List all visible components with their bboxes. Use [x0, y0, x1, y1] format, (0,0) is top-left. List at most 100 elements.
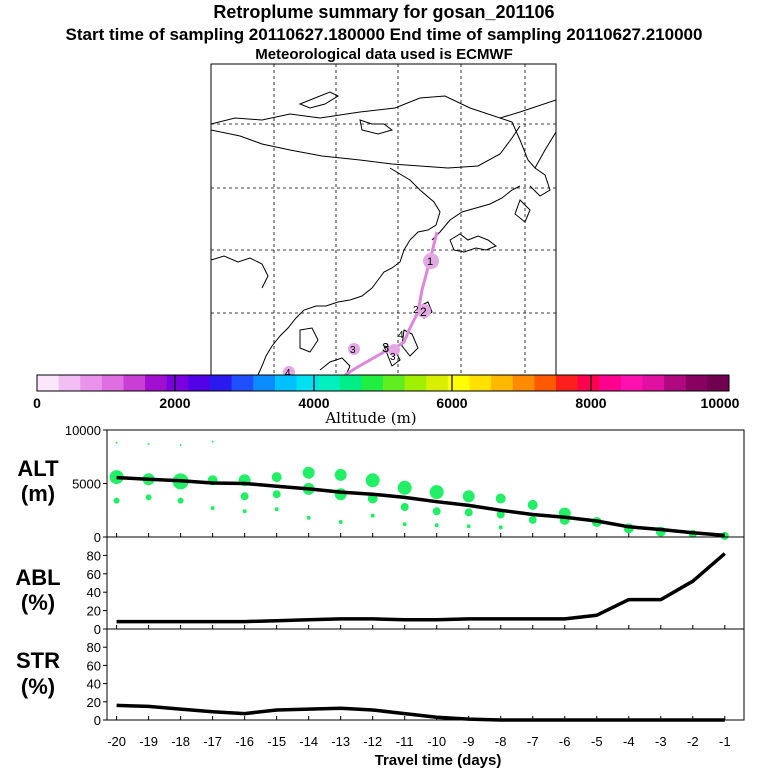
colorbar-swatch [620, 375, 644, 391]
colorbar-frame [36, 374, 730, 392]
plume-point [528, 515, 537, 524]
plume-point [496, 510, 505, 519]
str-panel-label: STR [16, 648, 60, 673]
sampling-times: Start time of sampling 20110627.180000 E… [65, 25, 703, 44]
x-tick-label: -18 [171, 734, 190, 749]
colorbar-swatch [599, 375, 622, 391]
colorbar-swatch [707, 375, 730, 391]
plume-point [495, 493, 506, 504]
plume-point [370, 513, 375, 518]
trajectory-marker [348, 343, 360, 355]
colorbar-swatch [577, 375, 600, 391]
str-panel-unit: (%) [21, 674, 55, 699]
x-tick-label: -6 [559, 734, 571, 749]
x-tick-label: -20 [107, 734, 126, 749]
colorbar-swatch [123, 375, 146, 391]
trajectory-day-label: 1 [427, 256, 433, 268]
colorbar-swatch [210, 375, 233, 391]
x-tick-label: -11 [396, 734, 414, 749]
plume-point [432, 507, 441, 516]
colorbar-swatch [339, 375, 362, 391]
colorbar-swatch [685, 375, 708, 391]
colorbar-tick-label: 4000 [298, 395, 329, 411]
x-tick-label: -16 [235, 734, 254, 749]
x-tick-label: -19 [139, 734, 158, 749]
plume-point [179, 444, 182, 446]
y-tick-label: 60 [87, 658, 101, 673]
colorbar-tick-label: 8000 [575, 395, 606, 411]
colorbar-tick-label: 2000 [159, 395, 190, 411]
plume-point [334, 468, 347, 481]
x-axis-title: Travel time (days) [375, 752, 502, 768]
series-line-abl [116, 552, 726, 624]
plume-point [211, 440, 214, 443]
panel-frame-str [106, 628, 745, 721]
x-tick-label: -4 [623, 734, 635, 749]
trajectory-day-label: 2 [420, 305, 427, 319]
plume-point [429, 485, 444, 500]
colorbar-swatch [58, 375, 81, 391]
colorbar-swatch [166, 375, 189, 391]
series-line-str [116, 703, 725, 722]
y-tick-label: 0 [94, 530, 101, 545]
plume-point [464, 508, 473, 517]
x-tick-label: -9 [463, 734, 475, 749]
map-frame [210, 63, 557, 376]
trajectory-marker [417, 304, 431, 318]
colorbar-swatch [469, 375, 492, 391]
x-tick-label: -2 [687, 734, 699, 749]
abl-panel-label: ABL [15, 565, 60, 590]
colorbar-swatch [274, 375, 298, 391]
x-tick-label: -14 [299, 734, 318, 749]
trajectory-day-label: 4 [285, 368, 291, 379]
y-tick-label: 40 [87, 677, 101, 692]
x-tick-label: -8 [495, 734, 507, 749]
colorbar-tick-label: 10000 [701, 395, 740, 411]
colorbar-swatch [404, 375, 427, 391]
trajectory: 1 2 2 3 3 3 4 4 [283, 231, 439, 379]
plume-point [306, 515, 311, 520]
plume-point [338, 520, 343, 524]
chart-title: Retroplume summary for gosan_201106 [213, 2, 555, 22]
x-tick-label: -7 [527, 734, 539, 749]
plume-point [115, 441, 118, 444]
colorbar-swatch [231, 375, 254, 391]
trajectory-day-label: 3 [350, 345, 356, 356]
colorbar-tick-label: 0 [33, 395, 41, 411]
y-tick-label: 80 [87, 640, 101, 655]
colorbar-swatch [642, 375, 665, 391]
trajectory-day-label: 2 [413, 305, 419, 316]
plume-point [242, 509, 247, 514]
plume-point [177, 497, 184, 504]
colorbar-swatch [361, 375, 384, 391]
alt-panel-unit: (m) [21, 481, 55, 506]
trajectory-line [344, 231, 439, 375]
meteorological-source: Meteorological data used is ECMWF [255, 46, 513, 63]
colorbar-swatch [383, 375, 406, 391]
plume-point [462, 490, 475, 503]
plume-point [210, 506, 215, 511]
y-tick-label: 20 [87, 604, 101, 619]
colorbar-swatch [447, 375, 471, 391]
colorbar-tick-label: 6000 [436, 395, 467, 411]
altitude-colorbar [37, 375, 730, 391]
abl-panel-unit: (%) [21, 590, 55, 615]
trajectory-day-label: 3 [390, 352, 396, 363]
x-tick-label: -12 [363, 734, 382, 749]
y-tick-label: 20 [87, 695, 101, 710]
x-tick-label: -17 [203, 734, 222, 749]
plume-point [498, 525, 503, 530]
plume-point [466, 524, 471, 529]
trajectory-day-label: 4 [398, 330, 404, 341]
y-tick-label: 5000 [72, 477, 101, 492]
colorbar-swatch [664, 375, 687, 391]
colorbar-axis-label: Altitude (m) [324, 409, 416, 427]
plume-point [113, 497, 120, 504]
plume-point [271, 472, 282, 483]
colorbar-swatch [80, 375, 103, 391]
trajectory-marker [423, 253, 439, 269]
colorbar-swatch [534, 375, 557, 391]
plume-point [434, 523, 439, 528]
time-series-panels: 10000 5000 0 80 60 40 20 0 80 60 40 20 0 -20 -19 -18 -17… [65, 423, 745, 749]
plume-point [527, 499, 538, 510]
